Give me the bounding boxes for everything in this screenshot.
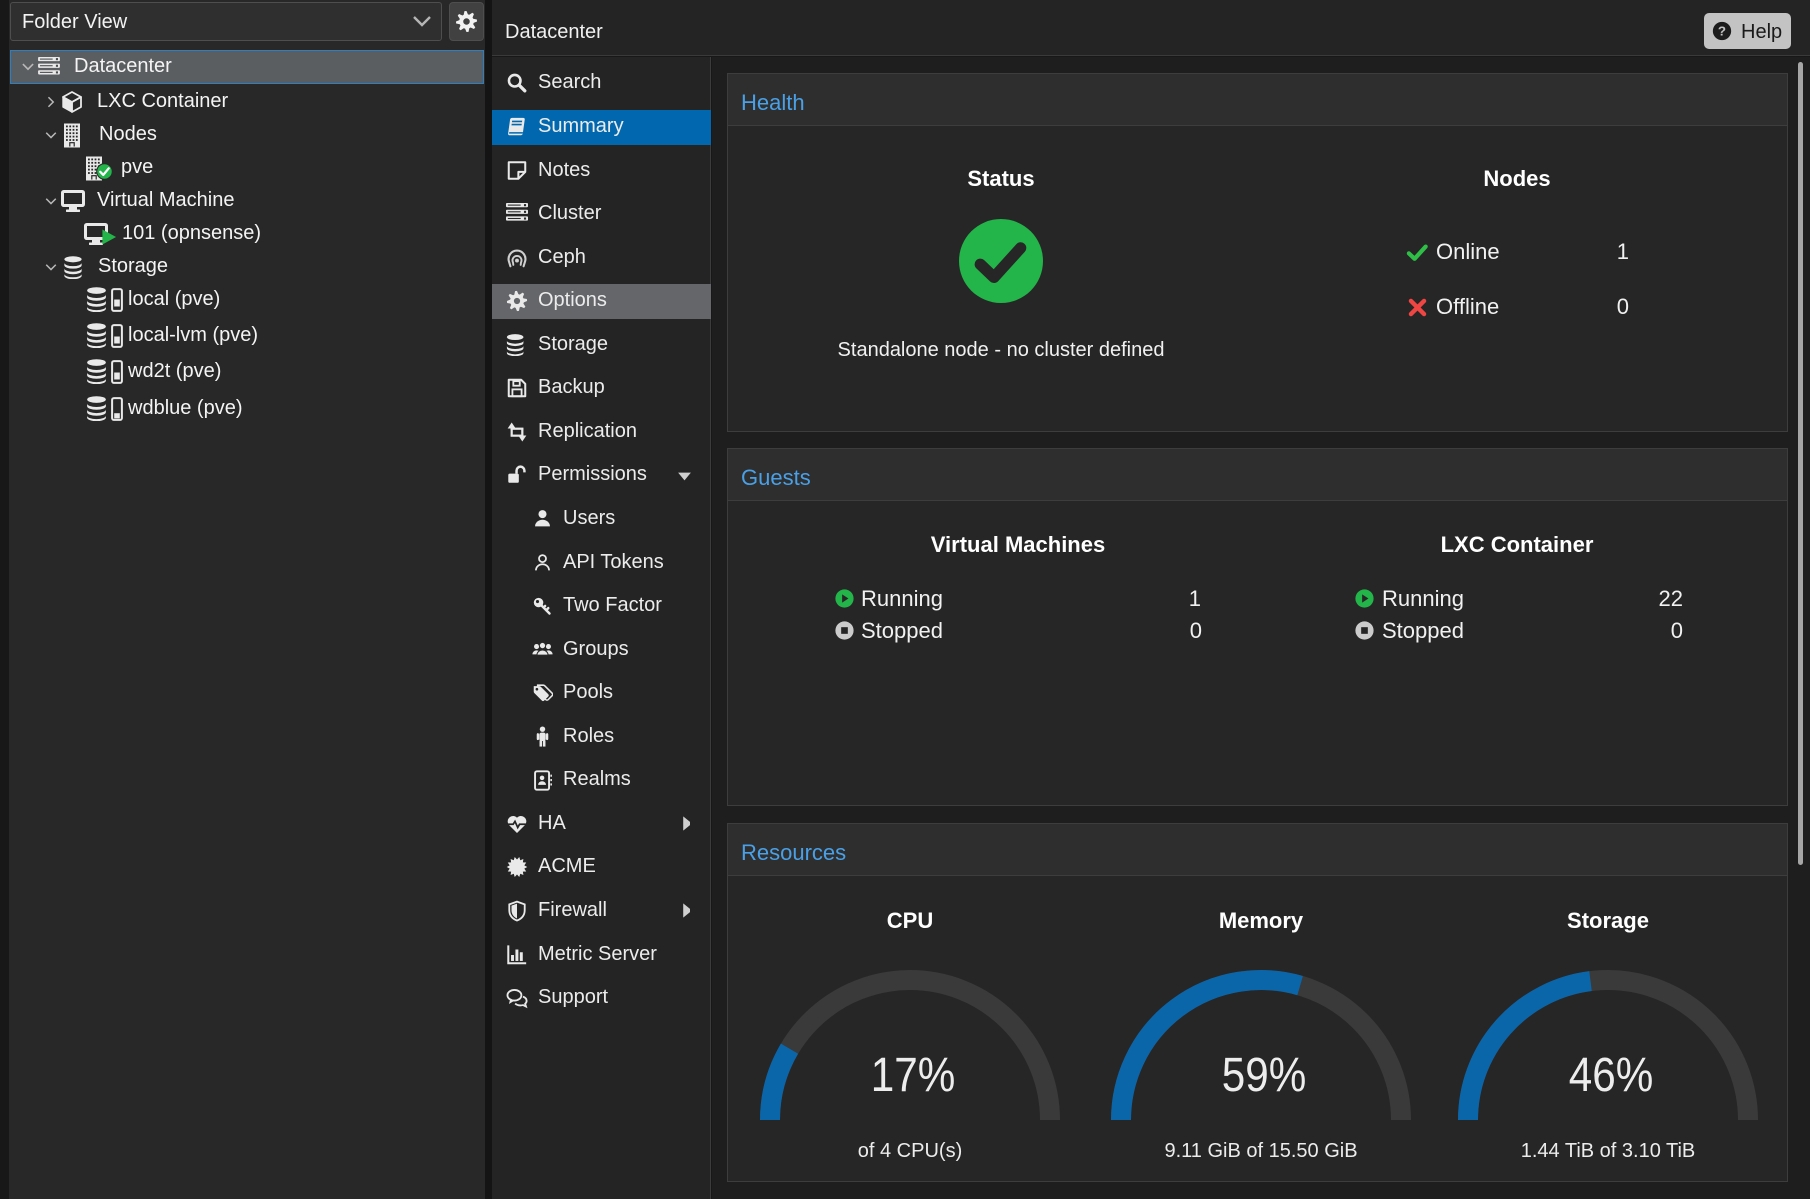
svg-text:?: ? <box>1718 24 1726 39</box>
